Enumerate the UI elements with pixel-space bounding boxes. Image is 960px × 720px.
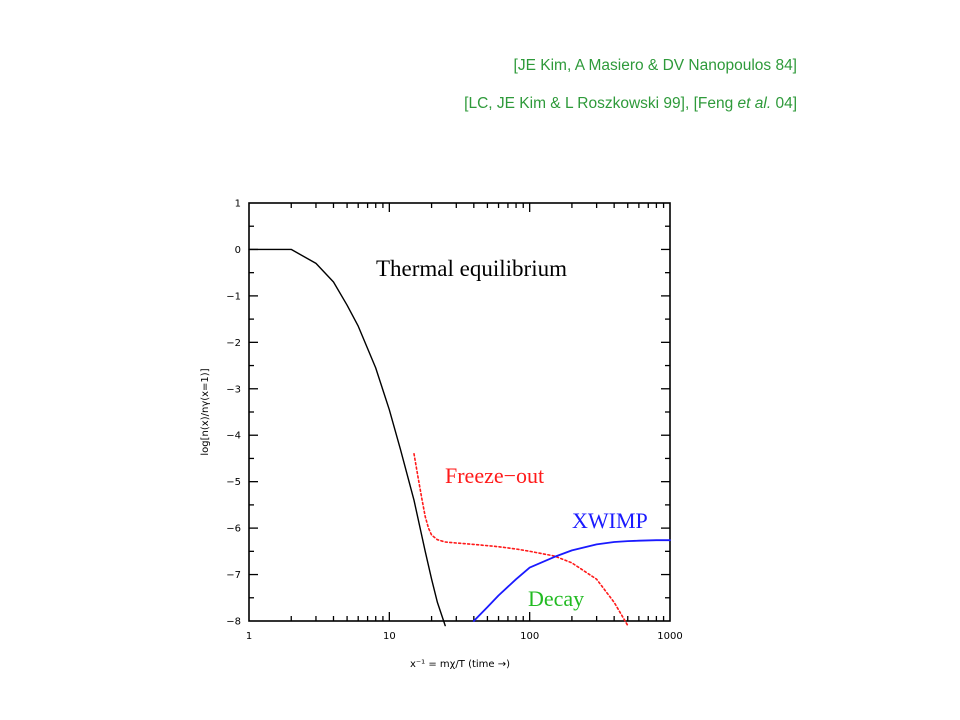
citation-text-2-em: et al. xyxy=(737,95,772,112)
annotation-thermal-equilibrium: Thermal equilibrium xyxy=(376,256,567,281)
citation-line-2: [LC, JE Kim & L Roszkowski 99], [Feng et… xyxy=(464,95,797,113)
x-tick-labels: 1 10 100 1000 xyxy=(246,631,683,642)
y-axis-label: log[n(x)/nγ(x=1)] xyxy=(200,368,211,455)
citation-text-1: [JE Kim, A Masiero & DV Nanopoulos 84] xyxy=(513,57,797,74)
x-tick-label: 100 xyxy=(520,631,539,642)
y-tick-label: −4 xyxy=(226,431,241,442)
y-tick-labels: 1 0 −1 −2 −3 −4 −5 −6 −7 −8 xyxy=(226,199,241,628)
y-tick-label: −5 xyxy=(226,477,241,488)
y-tick-label: −2 xyxy=(226,338,241,349)
y-tick-label: −8 xyxy=(226,617,241,628)
citation-line-1: [JE Kim, A Masiero & DV Nanopoulos 84] xyxy=(514,57,797,75)
xwimp-curve xyxy=(472,539,671,622)
series-layer xyxy=(248,248,671,627)
thermal-equilibrium-curve xyxy=(248,248,446,627)
x-tick-label: 1 xyxy=(246,631,252,642)
y-tick-label: 0 xyxy=(235,245,241,256)
x-axis-label: x⁻¹ = mχ/T (time →) xyxy=(410,659,510,670)
citation-text-2b: 04] xyxy=(771,95,797,112)
axis-ticks xyxy=(249,203,670,621)
citation-text-2a: [LC, JE Kim & L Roszkowski 99], [Feng xyxy=(464,95,738,112)
x-tick-label: 1000 xyxy=(657,631,682,642)
annotation-decay: Decay xyxy=(528,586,584,611)
freeze-out-curve xyxy=(413,452,629,627)
y-tick-label: −7 xyxy=(226,570,241,581)
y-tick-label: −1 xyxy=(226,291,241,302)
y-tick-label: −3 xyxy=(226,384,241,395)
y-tick-label: 1 xyxy=(235,199,241,210)
x-tick-label: 10 xyxy=(383,631,396,642)
annotation-xwimp: XWIMP xyxy=(572,508,648,533)
y-tick-label: −6 xyxy=(226,524,241,535)
annotation-freeze-out: Freeze−out xyxy=(445,463,544,488)
